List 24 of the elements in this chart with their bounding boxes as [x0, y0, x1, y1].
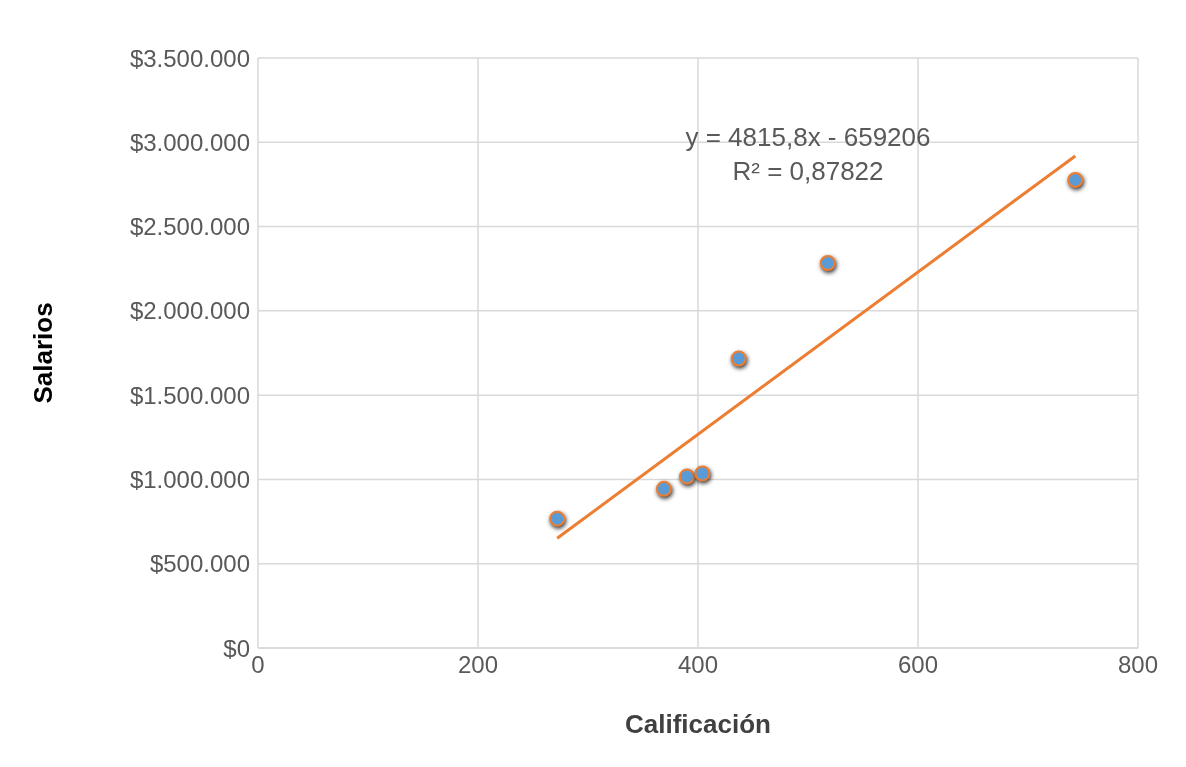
point [549, 510, 566, 527]
y-tick-label: $2.000.000 [129, 297, 250, 325]
y-tick-label: $1.000.000 [129, 465, 250, 493]
y-axis-title: Salarios [28, 302, 59, 404]
y-tick-label: $0 [223, 634, 250, 662]
annotation: R² = 0,87822 [731, 155, 885, 188]
point [1067, 171, 1084, 188]
y-tick-label: $1.500.000 [129, 381, 250, 409]
point [819, 254, 836, 271]
point [730, 350, 747, 367]
y-tick-label: $3.000.000 [129, 128, 250, 156]
point [655, 480, 672, 497]
y-tick-label: $500.000 [149, 550, 250, 578]
y-tick-label: $2.500.000 [129, 213, 250, 241]
point [694, 465, 711, 482]
x-axis-title: Calificación [625, 709, 771, 739]
y-tick-label: $3.500.000 [129, 44, 250, 72]
x-tick-label: 0 [251, 651, 265, 679]
annotation: y = 4815,8x - 659206 [684, 121, 932, 154]
x-tick-label: 600 [897, 651, 939, 679]
x-tick-label: 800 [1117, 651, 1159, 679]
x-tick-label: 200 [457, 651, 499, 679]
x-tick-label: 400 [677, 651, 719, 679]
point [679, 468, 695, 485]
